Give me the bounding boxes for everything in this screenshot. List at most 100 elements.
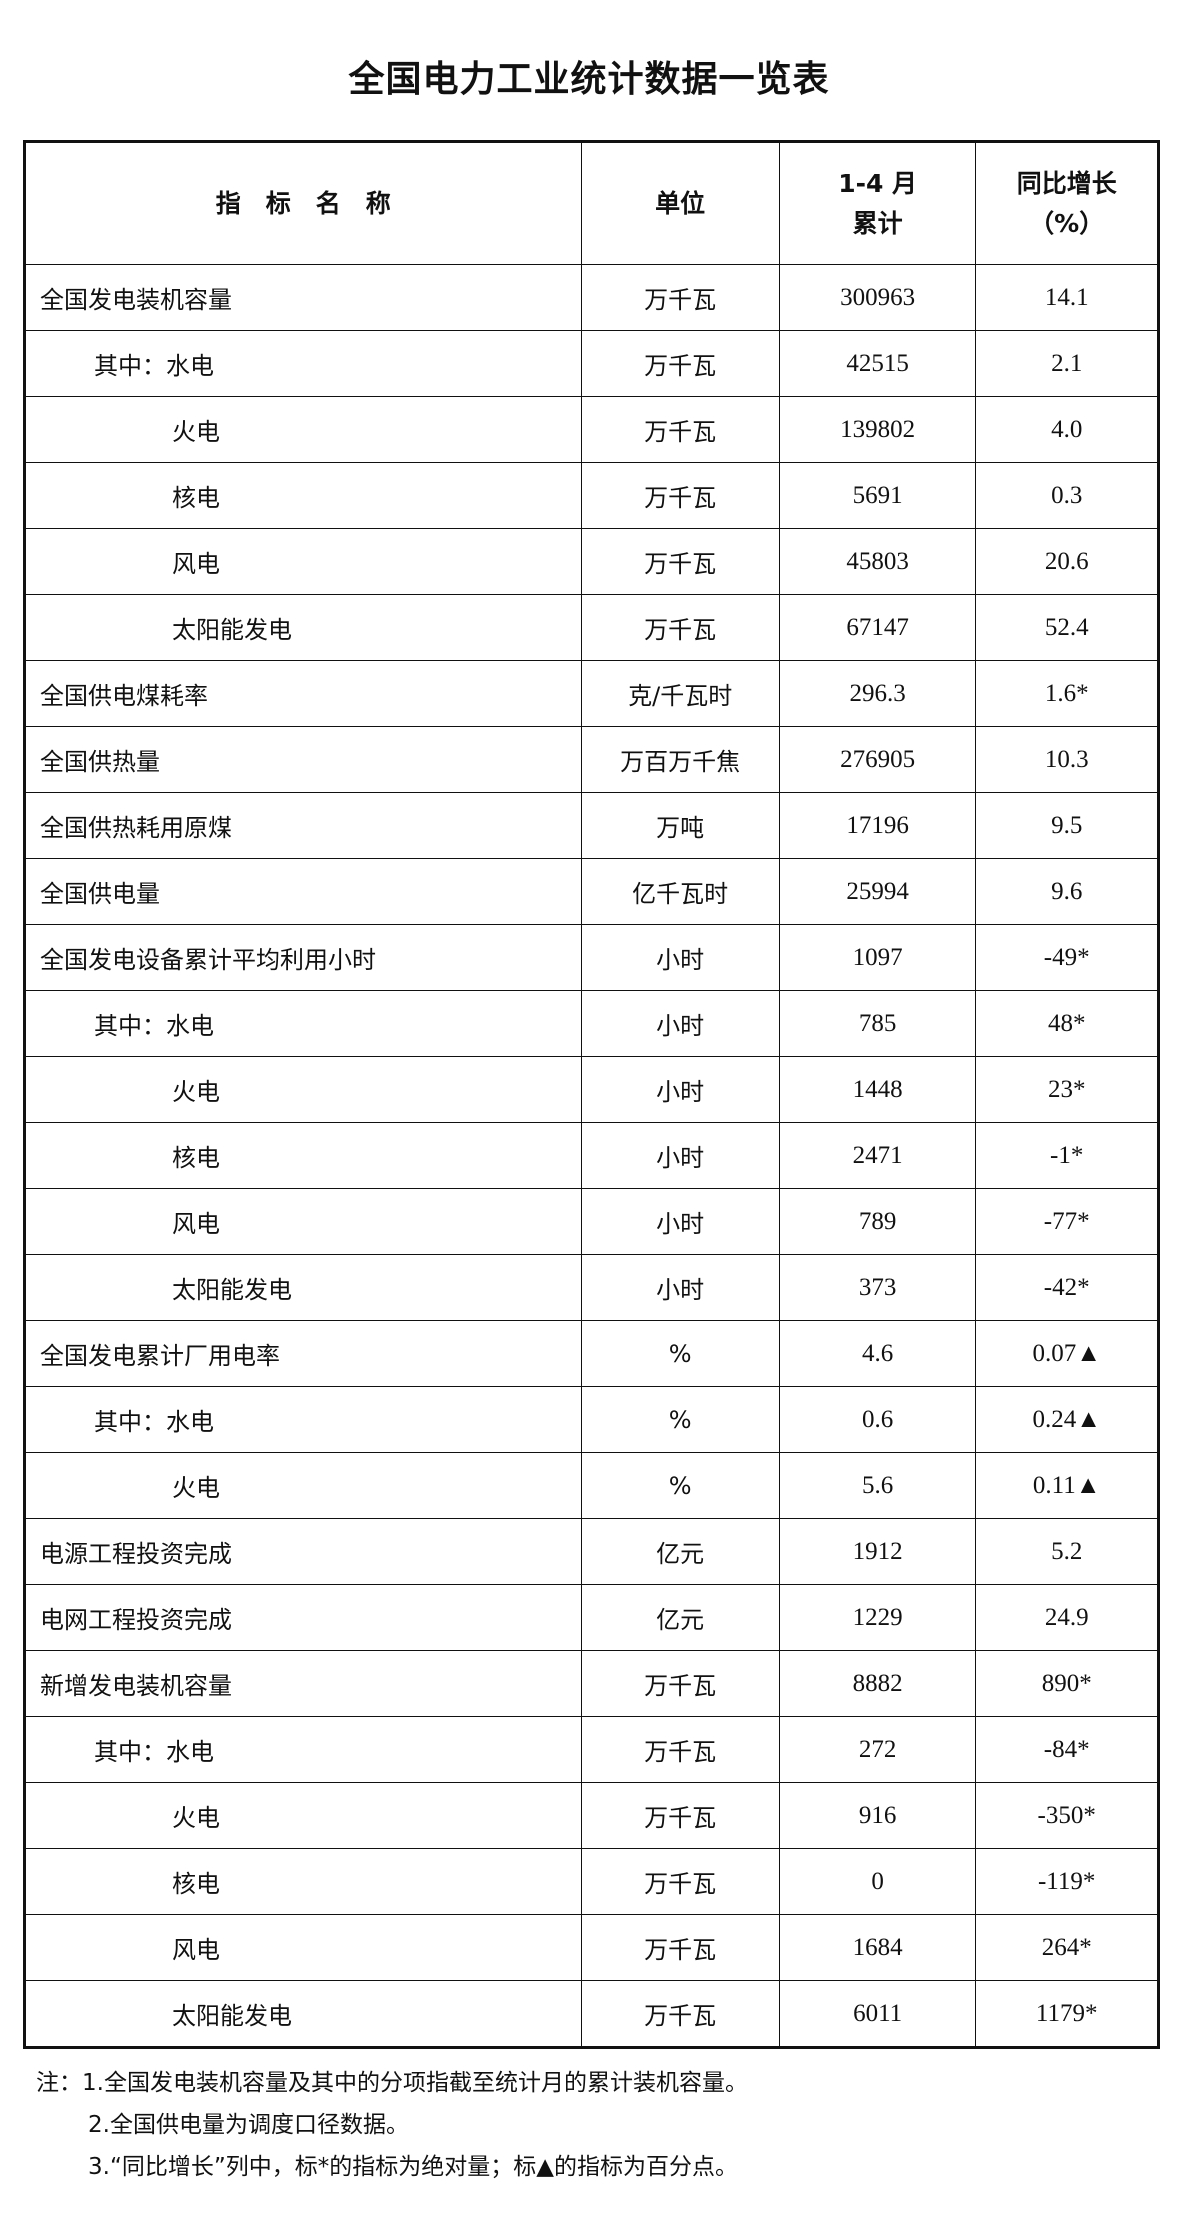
header-growth-unit: （%）	[1029, 208, 1105, 238]
indicator-name-cell: 火电	[24, 1782, 582, 1849]
cumulative-value-cell: 785	[778, 990, 977, 1057]
header-growth-label: 同比增长	[1016, 168, 1117, 198]
unit-cell: 亿元	[580, 1518, 780, 1585]
unit-cell: 万千瓦	[580, 1782, 780, 1849]
indicator-name-cell: 核电	[24, 1122, 582, 1189]
indicator-name-cell: 火电	[24, 396, 582, 463]
unit-cell: 小时	[580, 924, 780, 991]
unit-cell: 小时	[580, 1254, 780, 1321]
unit-cell: 万千瓦	[580, 594, 780, 661]
indicator-name-cell: 太阳能发电	[24, 1254, 582, 1321]
cumulative-value-cell: 373	[778, 1254, 977, 1321]
growth-cell: 2.1	[975, 330, 1159, 397]
unit-cell: 小时	[580, 1188, 780, 1255]
unit-cell: %	[580, 1452, 780, 1519]
table-row: 火电 万千瓦 139802 4.0	[24, 396, 1159, 463]
indicator-name-cell: 电源工程投资完成	[24, 1518, 582, 1585]
table-row: 核电 小时 2471 -1*	[24, 1122, 1159, 1189]
cumulative-value-cell: 1448	[778, 1056, 977, 1123]
note-2: 2.全国供电量为调度口径数据。	[88, 2112, 409, 2138]
growth-cell: 23*	[975, 1056, 1159, 1123]
indicator-name-cell: 核电	[24, 1848, 582, 1915]
growth-cell: -49*	[975, 924, 1159, 991]
indicator-name-cell: 全国发电装机容量	[24, 264, 582, 331]
indicator-name-cell: 全国供热耗用原煤	[24, 792, 582, 859]
cumulative-value-cell: 42515	[778, 330, 977, 397]
table-row: 太阳能发电 万千瓦 6011 1179*	[24, 1980, 1159, 2048]
cumulative-value-cell: 6011	[778, 1980, 977, 2048]
unit-cell: 万千瓦	[580, 264, 780, 331]
indicator-name-cell: 其中：水电	[24, 330, 582, 397]
table-row: 全国供电量 亿千瓦时 25994 9.6	[24, 858, 1159, 925]
growth-cell: -1*	[975, 1122, 1159, 1189]
cumulative-value-cell: 1097	[778, 924, 977, 991]
growth-cell: 0.3	[975, 462, 1159, 529]
indicator-name-cell: 全国发电设备累计平均利用小时	[24, 924, 582, 991]
unit-cell: 万千瓦	[580, 330, 780, 397]
indicator-name-cell: 风电	[24, 1188, 582, 1255]
table-row: 电网工程投资完成 亿元 1229 24.9	[24, 1584, 1159, 1651]
growth-cell: 24.9	[975, 1584, 1159, 1651]
growth-cell: 0.07▲	[975, 1320, 1159, 1387]
cumulative-value-cell: 1229	[778, 1584, 977, 1651]
page-title: 全国电力工业统计数据一览表	[348, 59, 830, 100]
table-row: 全国发电累计厂用电率% 4.6 0.07▲	[24, 1320, 1159, 1387]
cumulative-value-cell: 8882	[778, 1650, 977, 1717]
note-1: 注：1.全国发电装机容量及其中的分项指截至统计月的累计装机容量。	[36, 2070, 748, 2096]
growth-cell: 52.4	[975, 594, 1159, 661]
unit-cell: 小时	[580, 1056, 780, 1123]
cumulative-value-cell: 2471	[778, 1122, 977, 1189]
unit-cell: 万千瓦	[580, 462, 780, 529]
header-cumulative-period: 1-4 月	[838, 168, 918, 198]
table-row: 其中：水电% 0.6 0.24▲	[24, 1386, 1159, 1453]
cumulative-value-cell: 300963	[778, 264, 977, 331]
unit-cell: 万千瓦	[580, 1716, 780, 1783]
indicator-name-cell: 其中：水电	[24, 990, 582, 1057]
growth-cell: 1.6*	[975, 660, 1159, 727]
header-indicator-name: 指 标 名 称	[24, 141, 582, 265]
growth-cell: 5.2	[975, 1518, 1159, 1585]
unit-cell: 亿元	[580, 1584, 780, 1651]
growth-cell: 9.5	[975, 792, 1159, 859]
indicator-name-cell: 风电	[24, 1914, 582, 1981]
cumulative-value-cell: 25994	[778, 858, 977, 925]
cumulative-value-cell: 916	[778, 1782, 977, 1849]
table-row: 全国发电设备累计平均利用小时 小时 1097 -49*	[24, 924, 1159, 991]
cumulative-value-cell: 0	[778, 1848, 977, 1915]
unit-cell: 万千瓦	[580, 1650, 780, 1717]
table-row: 太阳能发电 万千瓦 67147 52.4	[24, 594, 1159, 661]
header-unit: 单位	[580, 141, 780, 265]
growth-cell: 1179*	[975, 1980, 1159, 2048]
unit-cell: 万千瓦	[580, 1914, 780, 1981]
growth-cell: 20.6	[975, 528, 1159, 595]
indicator-name-cell: 全国供热量	[24, 726, 582, 793]
header-cumulative: 1-4 月累计	[778, 141, 977, 265]
unit-cell: 万千瓦	[580, 1848, 780, 1915]
header-cumulative-label: 累计	[852, 208, 903, 238]
cumulative-value-cell: 5.6	[778, 1452, 977, 1519]
cumulative-value-cell: 272	[778, 1716, 977, 1783]
indicator-name-cell: 太阳能发电	[24, 1980, 582, 2048]
table-row: 其中：水电 万千瓦 272 -84*	[24, 1716, 1159, 1783]
cumulative-value-cell: 5691	[778, 462, 977, 529]
unit-cell: 小时	[580, 1122, 780, 1189]
unit-cell: 万吨	[580, 792, 780, 859]
growth-cell: -84*	[975, 1716, 1159, 1783]
table-row: 风电 万千瓦 1684 264*	[24, 1914, 1159, 1981]
indicator-name-cell: 全国供电量	[24, 858, 582, 925]
table-row: 全国供热量 万百万千焦 276905 10.3	[24, 726, 1159, 793]
indicator-name-cell: 火电	[24, 1452, 582, 1519]
cumulative-value-cell: 67147	[778, 594, 977, 661]
indicator-name-cell: 核电	[24, 462, 582, 529]
notes: 注：1.全国发电装机容量及其中的分项指截至统计月的累计装机容量。 2.全国供电量…	[36, 2062, 748, 2188]
indicator-name-cell: 其中：水电	[24, 1716, 582, 1783]
table-row: 其中：水电 万千瓦 42515 2.1	[24, 330, 1159, 397]
cumulative-value-cell: 4.6	[778, 1320, 977, 1387]
growth-cell: -350*	[975, 1782, 1159, 1849]
table-row: 核电 万千瓦 5691 0.3	[24, 462, 1159, 529]
table-row: 全国供电煤耗率 克/千瓦时 296.3 1.6*	[24, 660, 1159, 727]
table-row: 新增发电装机容量 万千瓦 8882 890*	[24, 1650, 1159, 1717]
unit-cell: %	[580, 1386, 780, 1453]
indicator-name-cell: 风电	[24, 528, 582, 595]
header-growth: 同比增长 （%）	[975, 141, 1159, 265]
